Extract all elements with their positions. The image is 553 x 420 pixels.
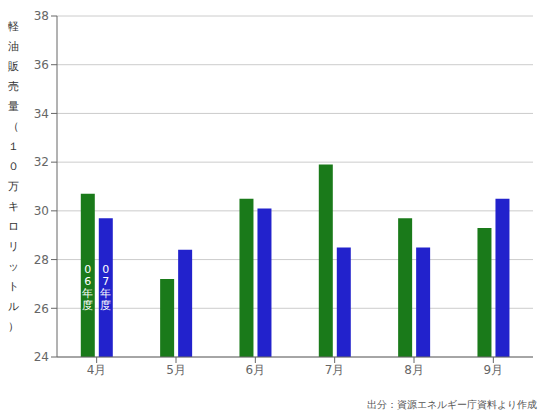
svg-text:０: ０	[8, 160, 19, 173]
svg-text:リ: リ	[8, 240, 19, 253]
svg-text:34: 34	[34, 107, 49, 121]
svg-text:年: 年	[82, 286, 94, 300]
svg-text:4月: 4月	[87, 363, 107, 377]
svg-text:5月: 5月	[166, 363, 186, 377]
svg-text:度: 度	[82, 299, 93, 312]
svg-text:36: 36	[34, 58, 49, 72]
svg-text:ロ: ロ	[8, 220, 19, 233]
svg-text:ト: ト	[8, 280, 19, 293]
svg-text:32: 32	[34, 155, 49, 169]
svg-text:8月: 8月	[404, 363, 424, 377]
svg-text:26: 26	[34, 302, 49, 316]
svg-text:7: 7	[102, 274, 110, 288]
svg-text:0: 0	[102, 262, 110, 276]
svg-text:28: 28	[34, 253, 49, 267]
html-text:出分：資源エネルギー庁資料より作成: 出分：資源エネルギー庁資料より作成	[367, 399, 537, 410]
svg-text:ッ: ッ	[8, 260, 19, 273]
svg-text:6月: 6月	[246, 363, 266, 377]
svg-text:油: 油	[8, 40, 19, 53]
svg-text:9月: 9月	[484, 363, 504, 377]
svg-text:30: 30	[34, 204, 49, 218]
svg-text:）: ）	[8, 320, 19, 333]
svg-text:キ: キ	[8, 200, 19, 213]
svg-text:24: 24	[34, 350, 49, 364]
svg-text:軽: 軽	[8, 20, 19, 33]
svg-text:（: （	[8, 120, 19, 133]
svg-text:6: 6	[84, 274, 92, 288]
svg-text:度: 度	[100, 299, 111, 312]
svg-text:万: 万	[8, 180, 19, 193]
svg-text:0: 0	[84, 262, 92, 276]
svg-text:ル: ル	[8, 300, 19, 313]
svg-text:7月: 7月	[325, 363, 345, 377]
svg-text:販: 販	[8, 60, 19, 73]
svg-text:量: 量	[8, 100, 19, 113]
svg-text:年: 年	[100, 286, 112, 300]
svg-text:売: 売	[8, 80, 19, 93]
svg-text:１: １	[8, 140, 19, 153]
svg-text:38: 38	[34, 9, 49, 23]
